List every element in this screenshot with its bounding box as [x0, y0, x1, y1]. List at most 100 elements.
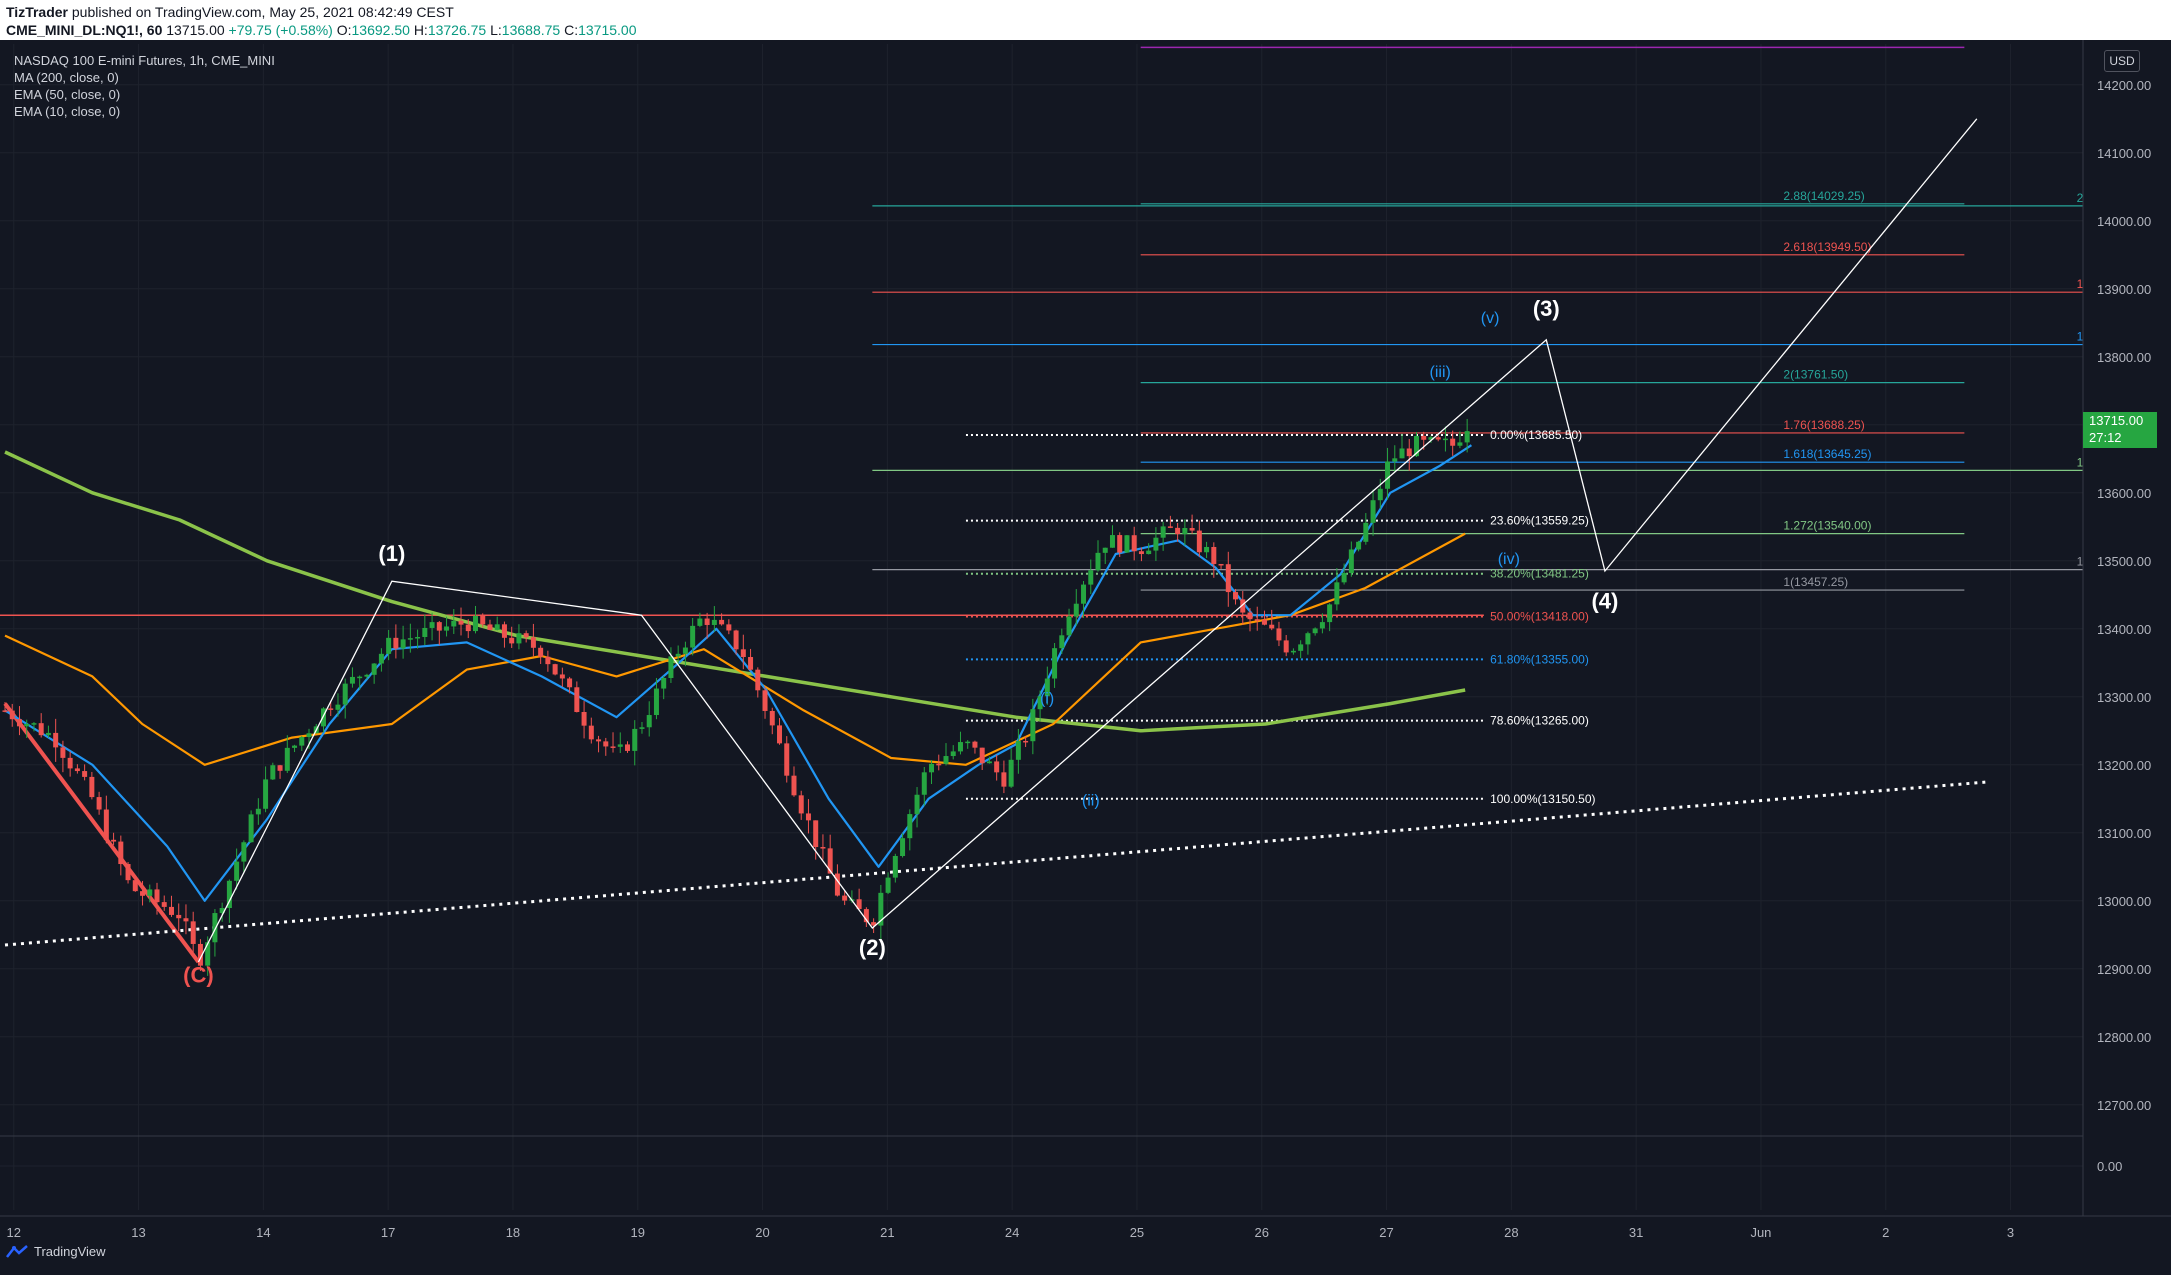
candle-body	[335, 704, 341, 710]
candle-body	[1298, 644, 1304, 651]
time-tick-label: 21	[880, 1225, 894, 1240]
candle-body	[176, 914, 182, 919]
fib-retracement-label: 50.00%(13418.00)	[1490, 610, 1589, 624]
fib-extension-label: 1(13457.25)	[1783, 575, 1848, 589]
candle-body	[552, 664, 558, 675]
candle-body	[1283, 640, 1289, 653]
candle-body	[1334, 582, 1340, 605]
candle-body	[1261, 619, 1267, 625]
legend-title[interactable]: NASDAQ 100 E-mini Futures, 1h, CME_MINI	[14, 53, 275, 68]
candle-body	[1167, 526, 1173, 528]
price-tick-label: 13200.00	[2097, 758, 2151, 773]
candle-body	[777, 725, 783, 744]
high-label: H:	[413, 22, 428, 38]
axes: 12700.0012800.0012900.0013000.0013100.00…	[0, 40, 2171, 1275]
candle-body	[856, 899, 862, 910]
time-tick-label: 2	[1882, 1225, 1889, 1240]
last-price-tag: 13715.00 27:12	[2083, 412, 2157, 448]
candle-body	[219, 908, 225, 914]
candle-body	[501, 624, 507, 638]
candle-body	[559, 674, 565, 679]
tradingview-brand[interactable]: TradingView	[6, 1244, 106, 1259]
candle-body	[1392, 458, 1398, 462]
candle-body	[45, 732, 51, 736]
close-value: 13715.00	[578, 22, 637, 38]
price-tick-label: 13300.00	[2097, 690, 2151, 705]
candle-body	[1001, 772, 1007, 787]
price-chart[interactable]: 2.88(14029.25)2(14022.75)2.618(13949.50)…	[0, 40, 2171, 1275]
candle-body	[733, 630, 739, 650]
candle-body	[197, 943, 203, 966]
candle-body	[371, 663, 377, 675]
fib-extension-label: 2.88(14029.25)	[1783, 189, 1864, 203]
open-value: 13692.50	[351, 22, 410, 38]
candle-body	[1211, 546, 1217, 564]
candle-body	[1073, 603, 1079, 617]
candle-body	[936, 763, 942, 766]
candle-body	[791, 775, 797, 796]
legend-ma200[interactable]: MA (200, close, 0)	[14, 70, 119, 85]
candle-body	[921, 772, 927, 795]
candle-body	[118, 841, 124, 865]
candle-body	[1348, 549, 1354, 574]
fib-retracement-label: 0.00%(13685.50)	[1490, 428, 1582, 442]
candle-body	[625, 744, 631, 751]
sub-wave-label: (iv)	[1498, 551, 1520, 568]
published-text: published on TradingView.com, May 25, 20…	[71, 4, 454, 20]
price-tick-label: 13000.00	[2097, 894, 2151, 909]
candle-body	[1066, 616, 1072, 636]
candle-body	[617, 744, 623, 747]
candle-body	[436, 622, 442, 631]
candle-body	[429, 622, 435, 628]
candle-body	[653, 688, 659, 716]
price-tick-label: 14200.00	[2097, 78, 2151, 93]
wave-labels: (C) (1) (2) (3) (4) (i) (ii) (iii) (iv) (v)	[183, 296, 1618, 987]
candle-body	[748, 657, 754, 670]
candle-body	[284, 747, 290, 771]
candle-body	[581, 711, 587, 726]
publish-header: TizTrader published on TradingView.com, …	[0, 0, 2171, 40]
candle-body	[827, 848, 833, 874]
candle-body	[96, 797, 102, 810]
candle-body	[190, 921, 196, 944]
candle-body	[820, 847, 826, 849]
time-tick-label: 17	[381, 1225, 395, 1240]
candle-body	[740, 649, 746, 658]
candle-body	[523, 633, 529, 638]
candle-body	[1247, 612, 1253, 620]
grid-lines	[0, 44, 2083, 1210]
candle-body	[885, 877, 891, 893]
price-change: +79.75 (+0.58%)	[228, 22, 333, 38]
tradingview-logo-icon	[6, 1244, 28, 1258]
candle-body	[299, 737, 305, 746]
candle-body	[1218, 563, 1224, 566]
candle-body	[140, 891, 146, 896]
price-axis-background	[2083, 40, 2171, 1275]
publisher-name[interactable]: TizTrader	[6, 4, 68, 20]
time-tick-label: 12	[7, 1225, 21, 1240]
ma200-line	[4, 450, 1466, 733]
symbol-info[interactable]: CME_MINI_DL:NQ1!, 60	[6, 22, 163, 38]
currency-badge[interactable]: USD	[2104, 50, 2140, 72]
candle-body	[1131, 535, 1137, 552]
candle-body	[1435, 437, 1441, 440]
fib-retracement-label: 100.00%(13150.50)	[1490, 792, 1595, 806]
time-tick-label: 18	[506, 1225, 520, 1240]
time-tick-label: 13	[131, 1225, 145, 1240]
sub-wave-label: (v)	[1481, 310, 1500, 327]
dotted-support-trendline	[4, 780, 1990, 947]
candle-body	[1059, 635, 1065, 649]
time-tick-label: 27	[1379, 1225, 1393, 1240]
legend-ema50[interactable]: EMA (50, close, 0)	[14, 87, 121, 102]
candle-body	[1254, 619, 1260, 621]
last-price-tag-value: 13715.00	[2089, 413, 2144, 428]
candle-body	[1457, 442, 1463, 446]
candle-body	[393, 637, 399, 649]
candle-body	[1413, 435, 1419, 457]
candle-body	[415, 637, 421, 639]
candle-body	[632, 728, 638, 751]
candle-body	[472, 615, 478, 632]
candle-body	[516, 633, 522, 644]
legend-ema10[interactable]: EMA (10, close, 0)	[14, 104, 121, 119]
candle-body	[813, 820, 819, 848]
